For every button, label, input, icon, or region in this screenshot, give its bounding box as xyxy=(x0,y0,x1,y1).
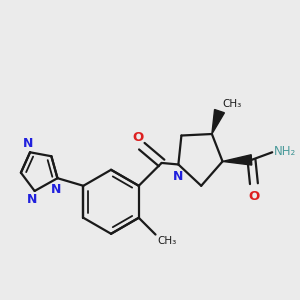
Text: N: N xyxy=(51,183,62,196)
Text: N: N xyxy=(26,194,37,206)
Text: O: O xyxy=(248,190,260,203)
Text: O: O xyxy=(133,131,144,144)
Text: N: N xyxy=(172,170,183,183)
Polygon shape xyxy=(212,110,224,134)
Text: N: N xyxy=(23,137,34,150)
Text: CH₃: CH₃ xyxy=(222,99,241,109)
Polygon shape xyxy=(223,155,252,165)
Text: CH₃: CH₃ xyxy=(157,236,176,246)
Text: NH₂: NH₂ xyxy=(274,145,296,158)
